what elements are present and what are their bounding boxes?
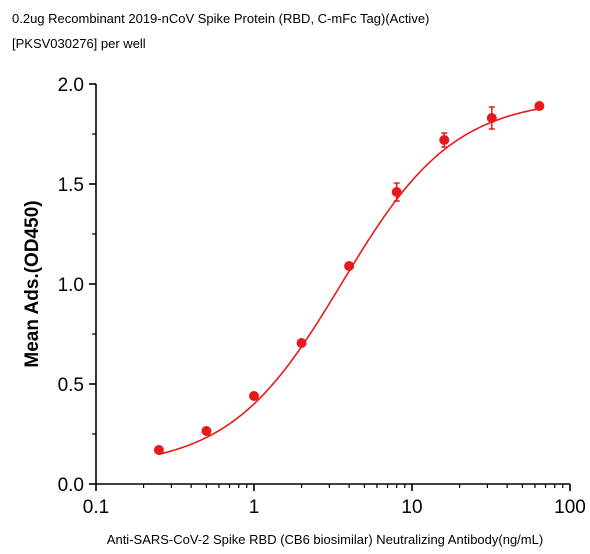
y-tick-label: 1.5 — [58, 175, 84, 196]
y-axis-label: Mean Ads.(OD450) — [22, 200, 43, 368]
data-point — [486, 113, 497, 123]
x-tick-label: 1 — [249, 497, 260, 518]
fit-curve — [158, 107, 540, 456]
data-point — [344, 261, 355, 271]
y-tick-label: 0.0 — [58, 475, 84, 496]
y-tick-label: 1.0 — [58, 275, 84, 296]
chart-title: 0.2ug Recombinant 2019-nCoV Spike Protei… — [12, 11, 430, 26]
x-tick-label: 0.1 — [83, 497, 109, 518]
data-point — [201, 426, 212, 436]
data-point — [249, 391, 259, 401]
data-point — [439, 135, 450, 145]
y-tick-label: 2.0 — [58, 75, 84, 96]
y-tick-label: 0.5 — [58, 375, 84, 396]
x-tick-label: 10 — [401, 497, 422, 518]
data-point — [296, 338, 307, 348]
data-point — [534, 101, 545, 111]
x-axis-label: Anti-SARS-CoV-2 Spike RBD (CB6 biosimila… — [106, 532, 544, 547]
data-point — [153, 445, 164, 455]
data-point — [391, 187, 402, 197]
chart-subtitle: [PKSV030276] per well — [12, 36, 146, 51]
x-tick-label: 100 — [554, 497, 586, 518]
